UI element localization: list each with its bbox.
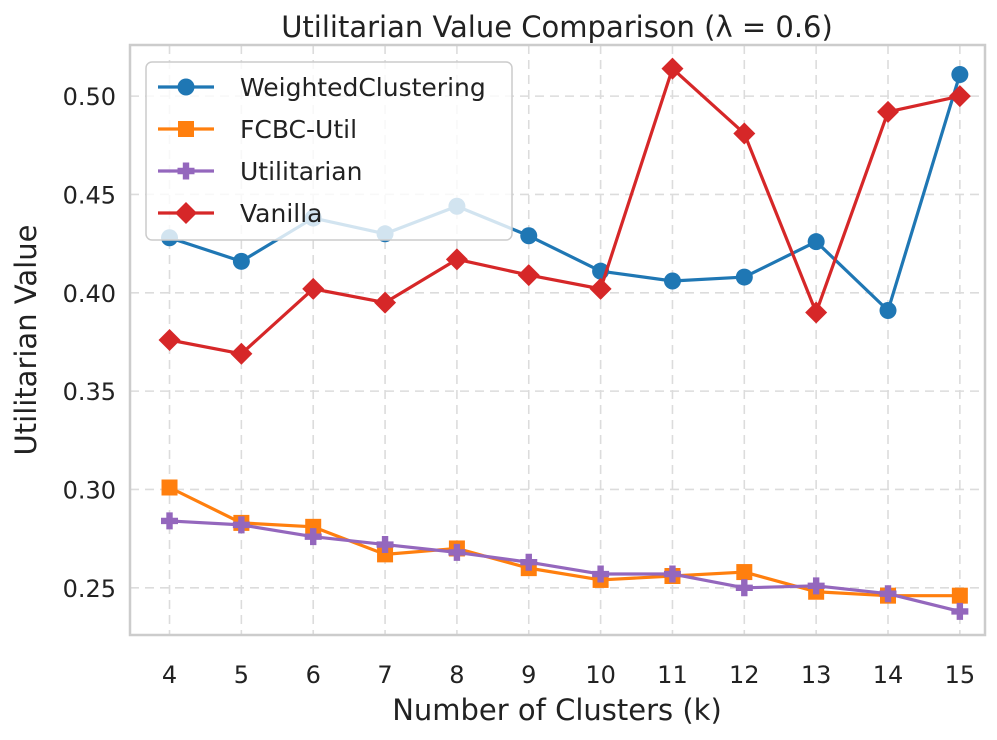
data-point: [733, 122, 756, 145]
data-point: [951, 602, 969, 620]
x-tick-label: 6: [306, 661, 321, 689]
data-point: [305, 518, 322, 535]
plot-area-frame: [128, 43, 987, 637]
data-point: [376, 536, 394, 554]
data-point: [232, 516, 250, 534]
data-point: [661, 57, 684, 80]
chart-title: Utilitarian Value Comparison (λ = 0.6): [281, 10, 833, 44]
y-tick-label: 0.30: [63, 476, 116, 504]
data-point: [158, 329, 181, 351]
legend-label: WeightedClustering: [240, 73, 486, 102]
y-tick-label: 0.25: [63, 575, 116, 603]
data-point: [877, 100, 900, 123]
data-point: [805, 301, 828, 324]
data-point: [951, 66, 969, 83]
data-point: [592, 565, 610, 583]
data-point: [807, 233, 825, 251]
series-vanilla: [158, 57, 971, 365]
legend-marker: [175, 202, 197, 224]
data-point: [736, 564, 753, 581]
data-point: [304, 528, 322, 546]
series-line: [169, 519, 961, 613]
data-point: [230, 342, 253, 365]
data-point: [589, 277, 612, 300]
legend: WeightedClustering FCBC-Util Utilitarian Va…: [145, 61, 513, 241]
legend-marker: [177, 162, 195, 180]
x-tick-label: 9: [521, 661, 536, 689]
x-tick-label: 8: [449, 661, 464, 689]
series-utilitarian: [161, 512, 969, 620]
series-line: [169, 66, 961, 356]
data-point: [663, 272, 681, 290]
data-point: [520, 553, 538, 571]
legend-label: FCBC-Util: [240, 115, 357, 144]
y-axis-label: Utilitarian Value: [9, 225, 43, 456]
x-axis-label: Number of Clusters (k): [392, 693, 722, 727]
data-point: [663, 565, 681, 583]
x-tick-label: 11: [657, 661, 688, 689]
x-tick-label: 14: [873, 661, 904, 689]
legend-item: WeightedClustering: [158, 73, 486, 102]
data-point: [161, 479, 178, 496]
y-tick-label: 0.45: [63, 181, 116, 209]
data-point: [302, 277, 325, 300]
x-tick-label: 10: [585, 661, 616, 689]
legend-marker: [177, 78, 195, 96]
data-point: [951, 587, 968, 604]
legend-item: Utilitarian: [158, 157, 362, 186]
data-point: [374, 291, 397, 314]
data-point: [735, 268, 753, 286]
data-point: [948, 85, 971, 108]
data-point: [879, 585, 897, 603]
legend-label: Vanilla: [240, 199, 322, 228]
legend-item: FCBC-Util: [158, 115, 357, 144]
data-point: [448, 543, 466, 561]
legend-box: [145, 61, 513, 241]
legend-item: Vanilla: [158, 199, 322, 228]
series-fcbc-util: [161, 479, 968, 604]
data-point: [161, 512, 179, 530]
y-tick-label: 0.35: [63, 378, 116, 406]
series-line: [168, 486, 960, 598]
data-point: [517, 264, 540, 287]
data-point: [520, 227, 538, 245]
data-point: [735, 579, 753, 597]
data-point: [232, 252, 250, 270]
y-tick-label: 0.40: [63, 280, 116, 308]
data-point: [807, 577, 825, 595]
x-tick-label: 12: [729, 661, 760, 689]
legend-label: Utilitarian: [240, 157, 362, 186]
x-tick-label: 13: [801, 661, 832, 689]
data-point: [377, 546, 394, 563]
x-tick-label: 15: [945, 661, 976, 689]
y-tick-label: 0.50: [63, 83, 116, 111]
axis-ticks: 4 5 6 7 8 9 10 11 12 13 14 15 0.25 0.30 0.35 0.40 0.45 0.…: [63, 83, 976, 689]
data-point: [445, 248, 468, 271]
x-tick-label: 7: [377, 661, 392, 689]
x-tick-label: 5: [234, 661, 249, 689]
data-point: [879, 302, 897, 319]
x-tick-label: 4: [162, 661, 177, 689]
legend-marker: [178, 121, 194, 137]
